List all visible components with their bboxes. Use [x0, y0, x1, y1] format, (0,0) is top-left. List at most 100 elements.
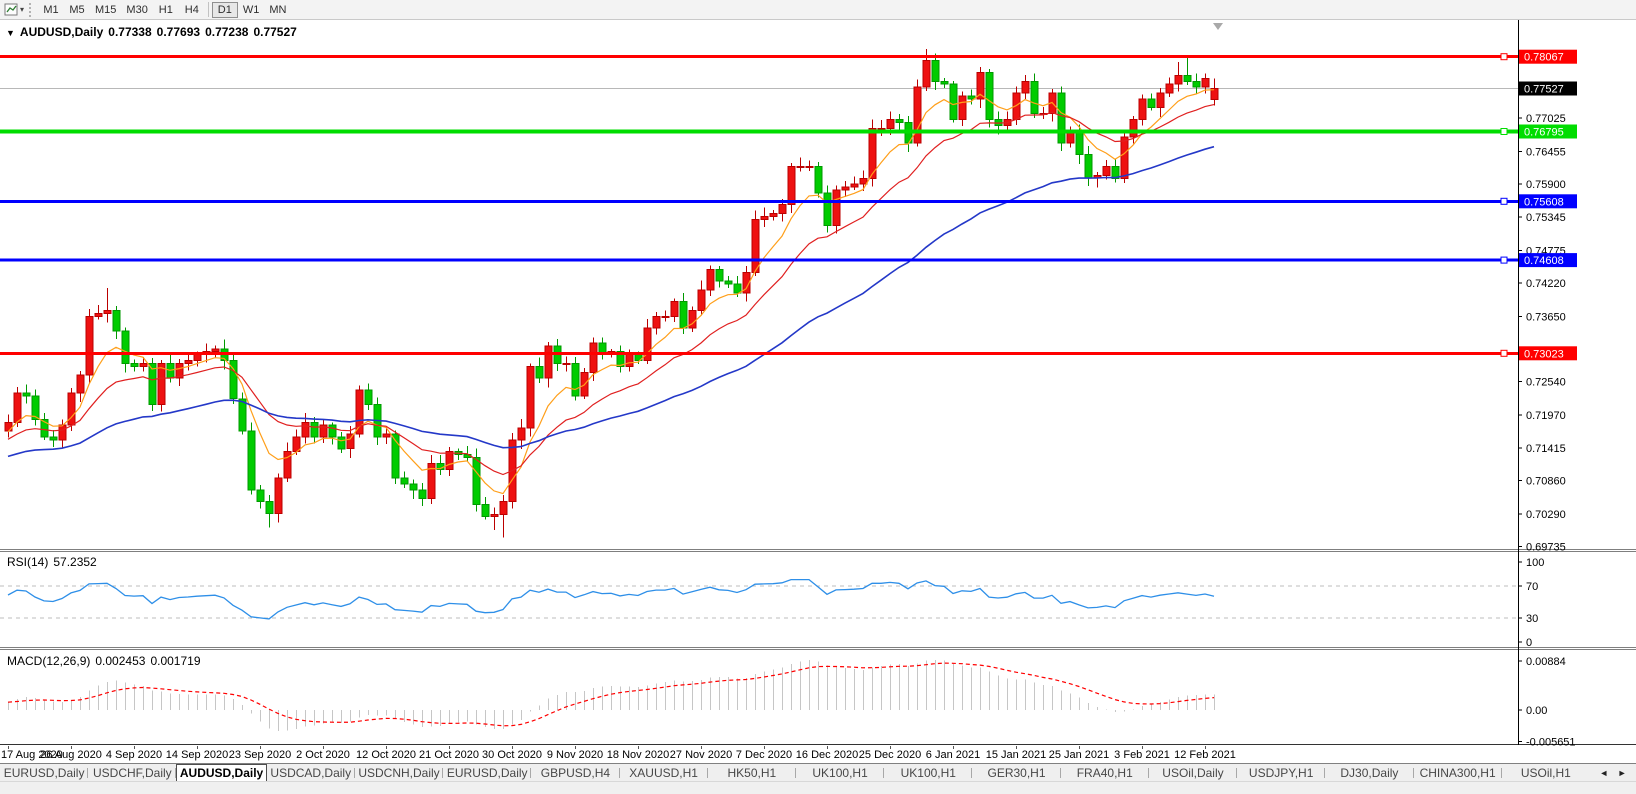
date-label: 12 Feb 2021: [1174, 749, 1236, 761]
price-tick-label: 0.75900: [1526, 179, 1566, 191]
tab-dj30-daily[interactable]: DJ30,Daily: [1325, 764, 1414, 781]
tab-usdcad-daily[interactable]: USDCAD,Daily: [267, 764, 355, 781]
tab-gbpusd-h4[interactable]: GBPUSD,H4: [531, 764, 620, 781]
tab-hk50-h1[interactable]: HK50,H1: [708, 764, 796, 781]
timeframe-group: M1 M5 M15 M30 H1 H4 D1 W1 MN: [38, 1, 291, 18]
timeframe-h4[interactable]: H4: [184, 3, 199, 16]
chart-shift-marker[interactable]: [1213, 23, 1223, 30]
price-tick-label: 0.69735: [1526, 542, 1566, 554]
level-label-text: 0.78067: [1524, 52, 1564, 64]
timeframe-m5[interactable]: M5: [69, 3, 85, 16]
tabs-scroll-right-button[interactable]: ►: [1617, 767, 1627, 778]
timeframe-h1[interactable]: H1: [158, 3, 173, 16]
tab-china300-h1[interactable]: CHINA300,H1: [1414, 764, 1502, 781]
tab-scroll-arrows: ◄ ►: [1590, 764, 1636, 781]
date-label: 26 Aug 2020: [40, 749, 102, 761]
date-label: 12 Oct 2020: [356, 749, 416, 761]
tab-usoil-h1[interactable]: USOil,H1: [1520, 765, 1571, 780]
rsi-tick-label: 100: [1526, 557, 1544, 569]
tab-uk100-h1[interactable]: UK100,H1: [884, 764, 973, 781]
rsi-tick-label: 30: [1526, 613, 1538, 625]
date-tick: [386, 746, 387, 749]
dropdown-caret-icon: ▾: [20, 4, 25, 14]
date-label: 7 Dec 2020: [735, 749, 793, 761]
price-tick-label: 0.70290: [1526, 509, 1566, 521]
date-label: 25 Jan 2021: [1048, 749, 1110, 761]
hline-handle[interactable]: [1500, 128, 1508, 135]
timeframe-m1[interactable]: M1: [43, 3, 59, 16]
date-tick: [71, 746, 72, 749]
date-tick: [1142, 746, 1143, 749]
timeframe-mn[interactable]: MN: [269, 3, 287, 16]
date-tick: [1016, 746, 1017, 749]
tab-usdchf-daily[interactable]: USDCHF,Daily: [88, 764, 177, 781]
panel-separators: [0, 20, 1636, 745]
ma-line-48: [7, 145, 1215, 458]
date-label: 23 Sep 2020: [228, 749, 292, 761]
toolbar-grip[interactable]: [29, 2, 33, 17]
level-label-text: 0.73023: [1524, 348, 1564, 360]
chart-canvas[interactable]: 0.77025 0.76455 0.75900 0.75345 0.74775 0.742…: [0, 20, 1636, 746]
tabs-scroll-left-button[interactable]: ◄: [1599, 767, 1609, 778]
price-tick-label: 0.77025: [1526, 113, 1566, 125]
tab-fra40-h1[interactable]: FRA40,H1: [1061, 764, 1149, 781]
hline-handle[interactable]: [1500, 53, 1508, 61]
date-tick: [764, 746, 765, 749]
macd-tick-label: 0.00: [1526, 705, 1547, 717]
toolbar-separator: [207, 2, 209, 17]
tab-eurusd-daily[interactable]: EURUSD,Daily: [443, 764, 532, 781]
status-strip: [0, 781, 1636, 794]
date-tick: [449, 746, 450, 749]
date-tick: [8, 746, 9, 749]
price-tick-label: 0.72540: [1526, 377, 1566, 389]
level-label-text: 0.76795: [1524, 127, 1564, 139]
date-label: 9 Nov 2020: [546, 749, 604, 761]
date-tick: [512, 746, 513, 749]
axis-price-labels: 0.78067 0.76795 0.75608 0.74608 0.73023 0.775…: [1519, 49, 1577, 361]
tab-uk100-h1[interactable]: UK100,H1: [796, 764, 885, 781]
date-tick: [701, 746, 702, 749]
hline-handle[interactable]: [1500, 256, 1508, 264]
tab-xauusd-h1[interactable]: XAUUSD,H1: [620, 764, 708, 781]
date-label: 15 Jan 2021: [985, 749, 1047, 761]
price-tick-label: 0.71415: [1526, 443, 1566, 455]
level-label-text: 0.75608: [1524, 196, 1564, 208]
rsi-tick-label: 0: [1526, 637, 1532, 649]
tab-audusd-daily[interactable]: AUDUSD,Daily: [176, 764, 267, 781]
rsi-tick-label: 70: [1526, 581, 1538, 593]
rsi-panel: [0, 578, 1518, 620]
tab-usdjpy-h1[interactable]: USDJPY,H1: [1237, 764, 1326, 781]
timeframe-m15[interactable]: M15: [95, 3, 117, 16]
chart-mode-button[interactable]: ▾: [2, 1, 26, 19]
timeframe-d1[interactable]: D1: [211, 1, 238, 18]
date-label: 6 Jan 2021: [925, 749, 981, 761]
chart-mode-icon: [4, 3, 18, 16]
date-tick: [323, 746, 324, 749]
tab-usdcnh-daily[interactable]: USDCNH,Daily: [355, 764, 444, 781]
hline-handle[interactable]: [1500, 349, 1508, 357]
timeframe-w1[interactable]: W1: [242, 3, 260, 16]
date-label: 16 Dec 2020: [795, 749, 859, 761]
date-tick: [1205, 746, 1206, 749]
hline-handle[interactable]: [1500, 197, 1508, 205]
date-label: 17 Aug 2020: [1, 749, 63, 761]
date-tick: [638, 746, 639, 749]
date-label: 21 Oct 2020: [419, 749, 479, 761]
date-label: 30 Oct 2020: [482, 749, 542, 761]
tab-eurusd-daily[interactable]: EURUSD,Daily: [0, 764, 89, 781]
price-tick-label: 0.73650: [1526, 311, 1566, 323]
level-label-box: [1519, 346, 1577, 361]
tab-usoil-daily[interactable]: USOil,Daily: [1149, 764, 1238, 781]
symbol-tabbar: EURUSD,Daily USDCHF,Daily AUDUSD,Daily USDC…: [0, 763, 1636, 781]
date-label: 18 Nov 2020: [606, 749, 670, 761]
tab-ger30-h1[interactable]: GER30,H1: [972, 764, 1061, 781]
macd-panel: [7, 660, 1215, 731]
macd-tick-label: -0.005651: [1526, 736, 1576, 746]
price-tick-label: 0.74775: [1526, 245, 1566, 257]
date-label: 25 Dec 2020: [858, 749, 922, 761]
price-tick-label: 0.74220: [1526, 278, 1566, 290]
price-axis: 0.77025 0.76455 0.75900 0.75345 0.74775 0.742…: [1518, 113, 1576, 746]
rsi-line: [7, 578, 1215, 620]
price-tick-label: 0.75345: [1526, 212, 1566, 224]
timeframe-m30[interactable]: M30: [126, 3, 148, 16]
